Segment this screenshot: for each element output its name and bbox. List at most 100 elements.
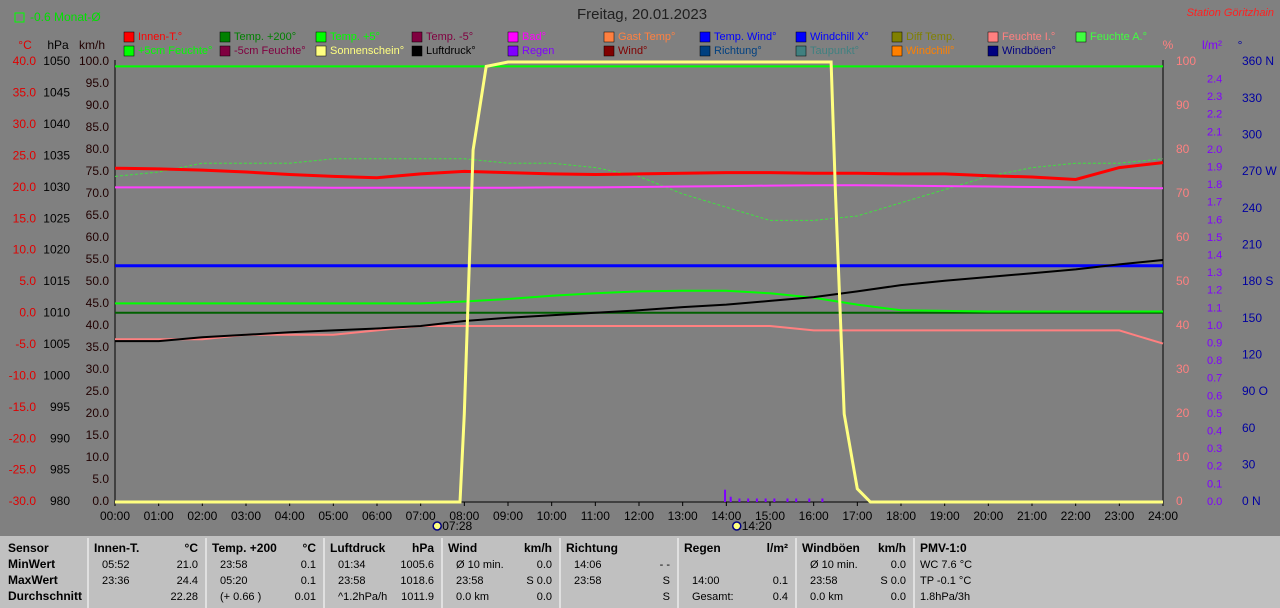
x-tick-label: 01:00	[144, 509, 174, 523]
y-tick-label: 90	[1176, 98, 1190, 112]
y-tick-label: -10.0	[9, 368, 37, 382]
legend-label: Richtung°	[714, 45, 762, 57]
y-tick-label: 985	[50, 463, 70, 477]
series-line	[115, 259, 1164, 343]
row-label: MaxWert	[8, 573, 58, 587]
axis-label: °C	[18, 38, 32, 52]
x-tick-label: 24:00	[1148, 509, 1178, 523]
table-cell: 23:36	[102, 575, 130, 587]
column-unit: °C	[185, 541, 199, 555]
x-tick-label: 00:00	[100, 509, 130, 523]
x-tick-label: 15:00	[755, 509, 785, 523]
x-tick-label: 20:00	[973, 509, 1003, 523]
y-tick-label: 5.0	[92, 472, 109, 486]
legend-swatch	[507, 45, 519, 57]
table-cell: 23:58	[220, 559, 248, 571]
y-tick-label: 0.5	[1207, 408, 1222, 420]
y-tick-label: 30.0	[86, 362, 110, 376]
y-tick-label: 15.0	[13, 211, 37, 225]
legend-swatch	[987, 45, 999, 57]
y-tick-label: 40.0	[13, 54, 37, 68]
legend-swatch	[699, 45, 711, 57]
y-tick-label: 30	[1176, 362, 1190, 376]
x-tick-label: 12:00	[624, 509, 654, 523]
column-unit: l/m²	[767, 541, 788, 555]
y-tick-label: 2.1	[1207, 126, 1222, 138]
y-tick-label: 1015	[43, 274, 70, 288]
y-tick-label: 1.4	[1207, 250, 1222, 262]
y-tick-label: 150	[1242, 311, 1262, 325]
legend-swatch	[411, 45, 423, 57]
table-cell: WC 7.6 °C	[920, 559, 972, 571]
x-tick-label: 19:00	[930, 509, 960, 523]
y-tick-label: 5.0	[19, 274, 36, 288]
legend-label: Windchill°	[906, 45, 954, 57]
y-tick-label: 1.5	[1207, 232, 1222, 244]
column-header: Richtung	[566, 541, 618, 555]
bar	[786, 498, 789, 502]
sun-icon	[731, 521, 742, 531]
legend-swatch	[891, 45, 903, 57]
legend-label: Temp. +5°	[330, 31, 380, 43]
table-cell: 0.0 km	[456, 591, 489, 603]
table-background	[0, 536, 1280, 608]
chart-title: Freitag, 20.01.2023	[577, 6, 707, 23]
table-cell: 1011.9	[401, 591, 434, 603]
y-tick-label: 0.9	[1207, 338, 1222, 350]
y-tick-label: 1020	[43, 243, 70, 257]
x-tick-label: 05:00	[318, 509, 348, 523]
legend-swatch	[123, 45, 135, 57]
legend-label: Sonnenschein°	[330, 45, 404, 57]
column-unit: km/h	[878, 541, 906, 555]
legend-label: Temp. +200°	[234, 31, 296, 43]
legend-label: Innen-T.°	[138, 31, 182, 43]
table-cell: 1.8hPa/3h	[920, 591, 970, 603]
axis-label: hPa	[47, 38, 69, 52]
legend-label: -5cm Feuchte°	[234, 45, 306, 57]
y-tick-label: 90.0	[86, 98, 110, 112]
station-name: Station Göritzhain	[1187, 7, 1274, 19]
y-tick-label: 990	[50, 431, 70, 445]
x-tick-label: 22:00	[1061, 509, 1091, 523]
column-header: Regen	[684, 541, 721, 555]
table-cell: 23:58	[456, 575, 484, 587]
y-tick-label: 40.0	[86, 318, 110, 332]
table-cell: 0.0	[537, 559, 552, 571]
table-cell: 24.4	[177, 575, 198, 587]
y-tick-label: 0.3	[1207, 443, 1222, 455]
y-tick-label: 360 N	[1242, 54, 1274, 68]
y-tick-label: 45.0	[86, 296, 110, 310]
x-tick-label: 23:00	[1104, 509, 1134, 523]
y-tick-label: 30	[1242, 458, 1256, 472]
y-tick-label: 300	[1242, 128, 1262, 142]
bar	[729, 496, 732, 502]
row-label: MinWert	[8, 557, 55, 571]
y-tick-label: 55.0	[86, 252, 110, 266]
y-tick-label: 1000	[43, 368, 70, 382]
legend-swatch	[699, 31, 711, 43]
axis-label: °	[1238, 38, 1243, 52]
row-label: Durchschnitt	[8, 589, 82, 603]
y-tick-label: 25.0	[13, 148, 37, 162]
x-tick-label: 03:00	[231, 509, 261, 523]
y-tick-label: 0.6	[1207, 390, 1222, 402]
axis-label: km/h	[79, 38, 105, 52]
y-tick-label: 10.0	[13, 243, 37, 257]
legend-label: Gast Temp°	[618, 31, 675, 43]
y-tick-label: 60.0	[86, 230, 110, 244]
y-tick-label: 0.2	[1207, 461, 1222, 473]
series-line	[114, 161, 1164, 182]
legend-swatch	[123, 31, 135, 43]
legend-swatch	[1075, 31, 1087, 43]
y-tick-label: 10.0	[86, 450, 110, 464]
y-tick-label: 2.0	[1207, 144, 1222, 156]
column-unit: hPa	[412, 541, 434, 555]
y-tick-label: 20.0	[13, 180, 37, 194]
table-cell: S	[663, 575, 670, 587]
y-tick-label: 15.0	[86, 428, 110, 442]
series-line	[115, 60, 1163, 504]
y-tick-label: 0.4	[1207, 426, 1222, 438]
y-tick-label: 0	[1176, 494, 1183, 508]
y-tick-label: -30.0	[9, 494, 37, 508]
x-tick-label: 10:00	[537, 509, 567, 523]
